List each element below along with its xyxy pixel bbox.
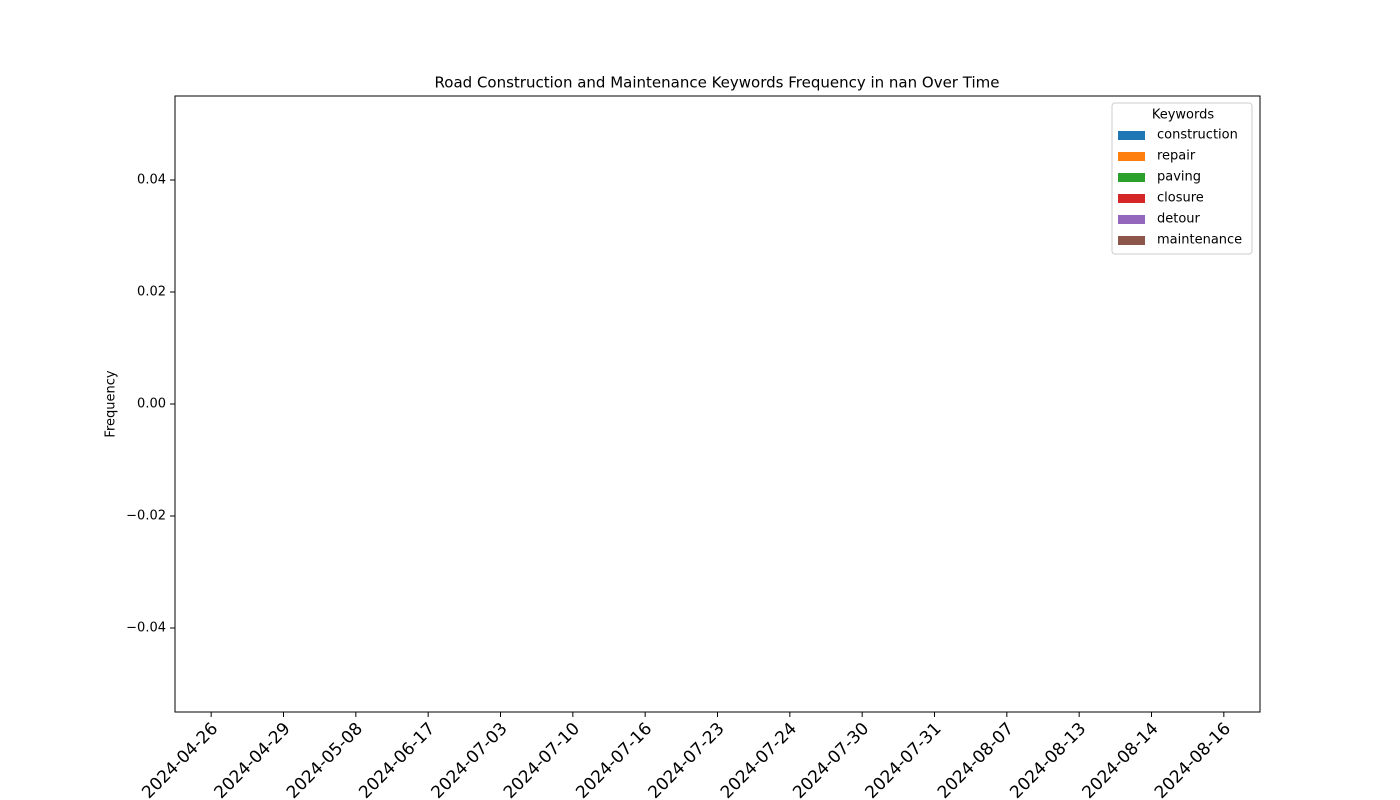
x-tick-label: 2024-07-23 (645, 719, 729, 800)
legend-label: repair (1157, 149, 1196, 164)
x-tick-label: 2024-04-29 (211, 719, 295, 800)
chart-title: Road Construction and Maintenance Keywor… (435, 74, 1000, 92)
legend-swatch (1118, 215, 1145, 224)
x-tick-label: 2024-07-16 (572, 719, 656, 800)
y-tick-label: 0.02 (137, 285, 166, 300)
x-tick-label: 2024-07-10 (500, 719, 584, 800)
legend-label: construction (1157, 128, 1238, 143)
y-tick-label: 0.00 (137, 397, 166, 412)
y-tick-label: −0.04 (126, 621, 166, 636)
x-tick-label: 2024-07-24 (717, 719, 801, 800)
y-axis-label: Frequency (104, 370, 119, 437)
legend-label: closure (1157, 191, 1204, 206)
legend-label: paving (1157, 170, 1201, 185)
legend-swatch (1118, 173, 1145, 182)
legend-swatch (1118, 236, 1145, 245)
legend-label: detour (1157, 212, 1201, 227)
x-tick-label: 2024-08-13 (1006, 719, 1090, 800)
plot-frame (174, 95, 1261, 713)
x-tick-label: 2024-07-31 (862, 719, 946, 800)
x-tick-label: 2024-08-07 (934, 719, 1018, 800)
legend-swatch (1118, 131, 1145, 140)
x-tick-label: 2024-08-16 (1151, 719, 1235, 800)
x-tick-label: 2024-07-03 (428, 719, 512, 800)
x-tick-label: 2024-08-14 (1079, 719, 1163, 800)
legend-swatch (1118, 152, 1145, 161)
legend-box (1111, 102, 1253, 255)
legend-swatch (1118, 194, 1145, 203)
y-tick-label: −0.02 (126, 509, 166, 524)
x-tick-label: 2024-05-08 (283, 719, 367, 800)
x-tick-label: 2024-07-30 (789, 719, 873, 800)
x-tick-label: 2024-06-17 (355, 719, 439, 800)
x-tick-label: 2024-04-26 (138, 719, 222, 800)
y-tick-label: 0.04 (137, 173, 166, 188)
legend-label: maintenance (1157, 233, 1242, 248)
legend-title: Keywords (1152, 108, 1215, 123)
